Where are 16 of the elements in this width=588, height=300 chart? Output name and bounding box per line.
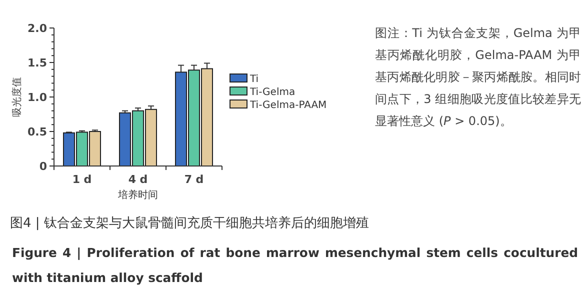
legend-label: Ti-Gelma-PAAM (249, 100, 327, 111)
y-tick-label: 0 (39, 160, 48, 173)
legend-label: Ti-Gelma (249, 87, 296, 98)
y-tick-label: 2.0 (28, 22, 48, 35)
y-tick-label: 1.0 (28, 91, 48, 104)
text: 图4 | 钛合金支架与大鼠骨髓间充质干细胞共培养后的细胞增殖 (10, 215, 370, 232)
x-tick-label: 4 d (128, 173, 148, 186)
legend-label: Ti (249, 74, 259, 85)
x-tick-label: 1 d (72, 173, 92, 186)
y-axis-title: 吸光度值 (11, 77, 23, 117)
x-axis-title: 培养时间 (117, 188, 159, 202)
text: 图注：Ti 为钛合金支架，Gelma 为甲基丙烯酰化明胶，Gelma-PAAM 为甲基丙烯酰化明胶－聚丙烯酰胺。相同时间点下，3 组细胞吸光度值比较差异无显著性意义 (P > 0.05)。 (375, 25, 581, 130)
text: Figure 4 | Proliferation of rat bone marrow mesenchymal stem cells cocultured with titanium alloy scaffold (12, 244, 578, 287)
y-tick-label: 1.5 (28, 56, 47, 70)
y-tick-label: 0.5 (28, 126, 47, 138)
x-tick-label: 7 d (184, 173, 204, 186)
